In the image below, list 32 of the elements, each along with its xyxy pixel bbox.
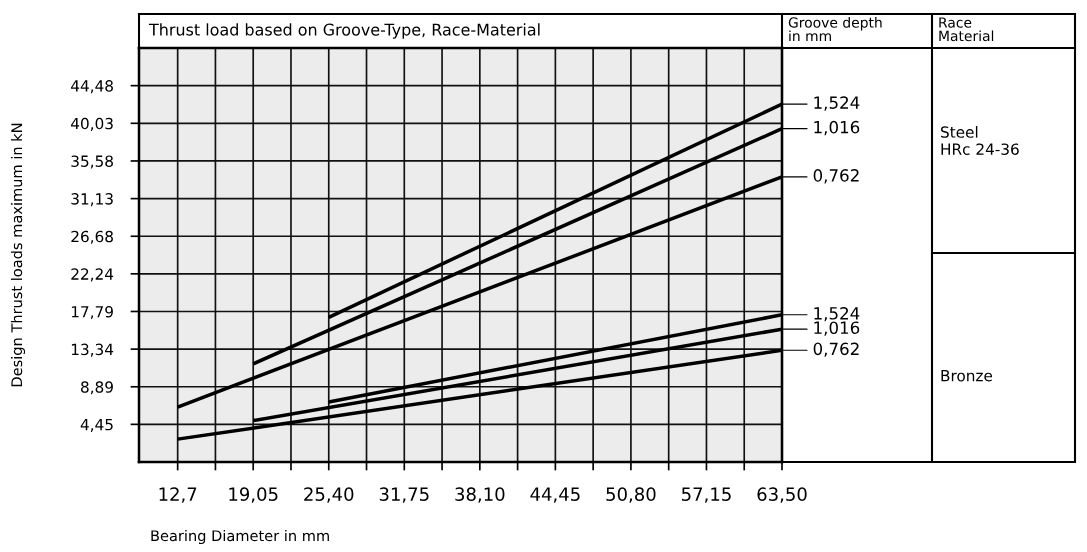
x-tick-label: 31,75 bbox=[379, 487, 429, 503]
legend-label: 0,762 bbox=[813, 342, 859, 357]
text: Bronze bbox=[941, 370, 993, 382]
y-tick-label: 35,58 bbox=[71, 155, 113, 169]
y-axis-title: Design Thrust loads maximum in kN bbox=[10, 123, 26, 387]
legend-label: 1,016 bbox=[814, 120, 860, 136]
y-tick-label: 40,03 bbox=[71, 117, 113, 131]
x-tick-label: 44,45 bbox=[530, 487, 580, 503]
x-tick-label: 19,05 bbox=[229, 487, 278, 503]
legend-label: 1,524 bbox=[814, 96, 860, 111]
x-axis-title: Bearing Diameter in mm bbox=[151, 529, 329, 545]
y-tick-label: 8,89 bbox=[81, 381, 113, 395]
y-tick-label: 13,34 bbox=[71, 343, 114, 357]
x-tick-label: 25,40 bbox=[304, 487, 354, 503]
x-tick-label: 38,10 bbox=[455, 487, 505, 503]
text: Race Material bbox=[939, 17, 994, 42]
legend-label: 1,524 bbox=[814, 307, 860, 322]
y-tick-label: 4,45 bbox=[80, 419, 113, 432]
y-tick-label: 44,48 bbox=[71, 80, 113, 94]
y-tick-label: 31,13 bbox=[71, 193, 113, 207]
x-tick-label: 50,80 bbox=[606, 487, 656, 503]
text: Steel HRc 24-36 bbox=[941, 126, 1019, 155]
x-tick-label: 12,7 bbox=[159, 487, 197, 503]
x-tick-label: 57,15 bbox=[682, 487, 731, 503]
y-tick-label: 17,79 bbox=[71, 305, 113, 320]
text: Groove depth in mm bbox=[788, 17, 882, 41]
y-tick-label: 22,24 bbox=[71, 268, 114, 282]
legend-label: 1,016 bbox=[814, 321, 860, 336]
x-tick-label: 63,50 bbox=[757, 487, 807, 503]
legend-label: 0,762 bbox=[813, 169, 859, 184]
y-tick-label: 26,68 bbox=[71, 230, 113, 244]
chart-title: Thrust load based on Groove-Type, Race-Material bbox=[148, 23, 540, 39]
